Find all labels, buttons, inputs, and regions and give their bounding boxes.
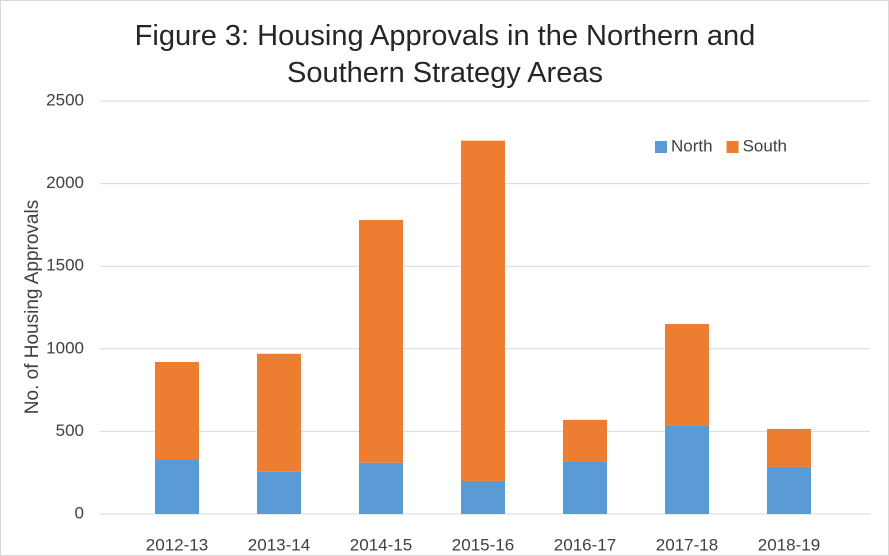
- y-tick-label: 2500: [46, 90, 84, 109]
- x-tick-label: 2015-16: [452, 535, 514, 554]
- legend-swatch: [655, 141, 667, 153]
- chart-title: Figure 3: Housing Approvals in the North…: [134, 20, 756, 89]
- y-tick-label: 1500: [46, 256, 84, 275]
- bar-segment: [155, 459, 199, 514]
- x-tick-label: 2012-13: [146, 535, 208, 554]
- bar-segment: [155, 362, 199, 460]
- bar-segment: [665, 324, 709, 426]
- bar-segment: [767, 466, 811, 514]
- x-tick-label: 2017-18: [656, 535, 718, 554]
- x-tick-label: 2018-19: [758, 535, 820, 554]
- y-tick-label: 0: [75, 503, 84, 522]
- x-tick-label: 2013-14: [248, 535, 310, 554]
- bar-segment: [665, 425, 709, 514]
- x-tick-label: 2016-17: [554, 535, 616, 554]
- bar-segment: [359, 462, 403, 514]
- bar-segment: [767, 428, 811, 467]
- bar-segment: [257, 353, 301, 472]
- legend-swatch: [726, 141, 739, 153]
- bar-segment: [461, 480, 505, 514]
- legend-label: South: [743, 136, 787, 155]
- bar-segment: [563, 461, 607, 514]
- bar-segment: [563, 419, 607, 462]
- y-tick-label: 1000: [46, 338, 84, 357]
- y-tick-label: 500: [56, 421, 84, 440]
- bar-segment: [257, 471, 301, 514]
- y-axis-label: No. of Housing Approvals: [22, 200, 43, 414]
- x-tick-label: 2014-15: [350, 535, 412, 554]
- bar-segment: [359, 219, 403, 463]
- bar-segment: [461, 140, 505, 481]
- legend-label: North: [671, 136, 713, 155]
- y-tick-label: 2000: [46, 173, 84, 192]
